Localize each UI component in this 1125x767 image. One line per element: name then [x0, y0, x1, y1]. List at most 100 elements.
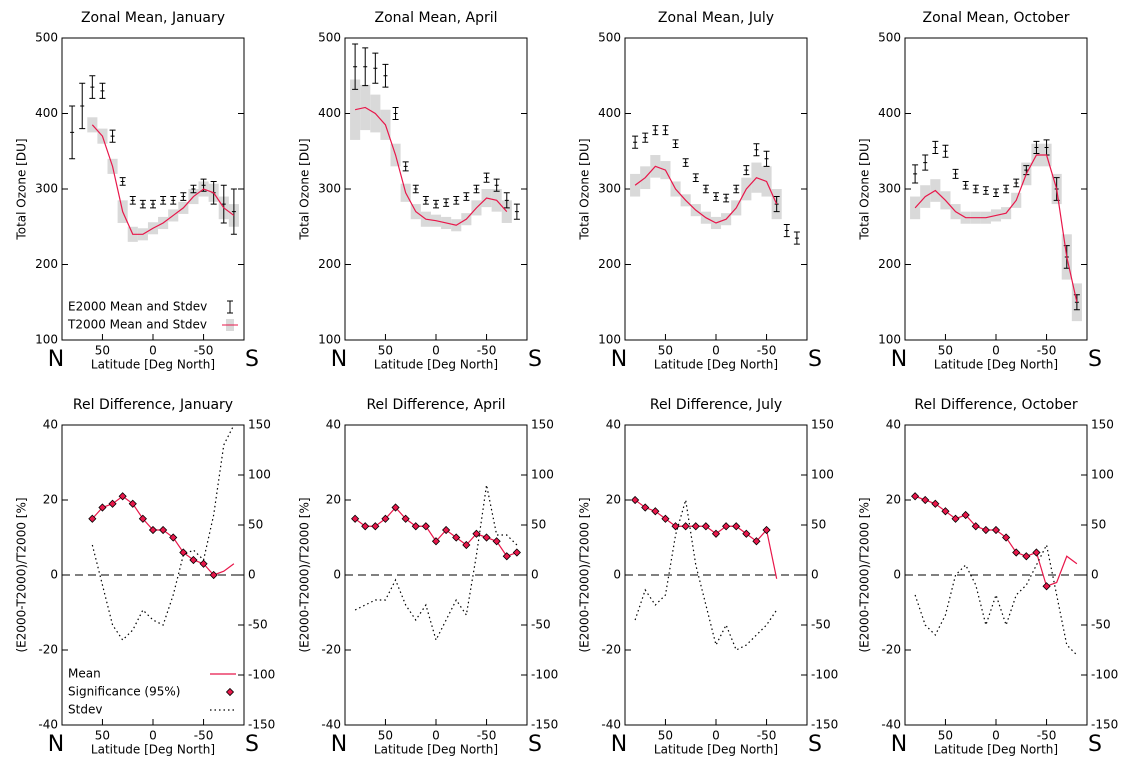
significance-marker	[411, 522, 420, 531]
error-bar	[942, 144, 949, 158]
x-end-label: S	[245, 732, 259, 757]
significance-marker	[462, 540, 471, 550]
significance-marker	[631, 495, 640, 505]
y-tick-label: 500	[878, 31, 901, 45]
y-axis-label: Total Ozone [DU]	[858, 138, 872, 240]
error-bar	[743, 165, 750, 176]
stdev-line	[634, 499, 778, 651]
error-bar	[493, 178, 500, 192]
y-tick-label: 500	[598, 31, 621, 45]
y-tick-label: 0	[333, 568, 341, 582]
x-end-label: S	[245, 347, 259, 372]
x-end-label: S	[528, 732, 542, 757]
error-bar	[190, 184, 197, 194]
error-bar	[89, 75, 96, 99]
x-axis-label: Latitude [Deg North]	[934, 743, 1058, 757]
y-axis-label: (E2000-T2000)/T2000 [%]	[858, 497, 872, 652]
significance-marker	[651, 507, 660, 516]
y-tick-label: 40	[606, 418, 621, 432]
y2-tick-label: -50	[248, 618, 268, 632]
x-tick-label: -50	[1037, 344, 1057, 358]
significance-marker	[361, 522, 370, 531]
x-tick-label: 50	[95, 344, 110, 358]
y-tick-label: 400	[35, 106, 58, 120]
significance-marker	[442, 525, 451, 535]
error-bar	[692, 173, 699, 182]
y-tick-label: 500	[318, 31, 341, 45]
y-tick-label: 0	[50, 568, 58, 582]
y-tick-label: 200	[35, 257, 58, 271]
chart-title: Zonal Mean, July	[658, 10, 774, 26]
error-bar	[713, 192, 719, 201]
error-bar	[932, 140, 939, 155]
significance-marker	[472, 529, 481, 538]
error-bar	[773, 196, 780, 213]
error-bar	[129, 196, 136, 205]
y-tick-label: -20	[601, 643, 621, 657]
significance-marker	[991, 525, 1001, 535]
significance-marker	[961, 510, 970, 520]
error-bar	[170, 196, 177, 205]
stdev-line	[914, 543, 1078, 656]
error-bar	[230, 188, 237, 235]
legend-symbol	[225, 687, 235, 697]
y-tick-label: 300	[878, 182, 901, 196]
y-tick-label: 40	[326, 418, 341, 432]
x-tick-label: 50	[938, 344, 953, 358]
error-bar	[392, 106, 399, 121]
error-bar	[662, 125, 669, 136]
significance-marker	[1012, 548, 1021, 557]
x-end-label: N	[48, 347, 64, 372]
error-bar	[109, 129, 116, 143]
x-end-label: N	[611, 732, 627, 757]
significance-marker	[159, 525, 168, 535]
y-tick-label: -20	[38, 643, 58, 657]
y2-tick-label: 150	[531, 418, 554, 432]
significance-marker	[732, 522, 741, 531]
legend-label: Stdev	[68, 703, 102, 717]
y2-tick-label: -50	[531, 618, 551, 632]
y2-tick-label: -150	[1091, 718, 1118, 732]
x-tick-label: 0	[712, 344, 720, 358]
x-tick-label: -50	[757, 344, 777, 358]
error-bar	[160, 196, 167, 205]
y2-tick-label: 100	[531, 468, 554, 482]
plot-frame	[624, 37, 808, 341]
x-tick-label: 0	[992, 344, 1000, 358]
y2-tick-label: 150	[1091, 418, 1114, 432]
significance-marker	[512, 548, 521, 557]
significance-marker	[722, 522, 731, 531]
y2-tick-label: -150	[531, 718, 558, 732]
error-bar	[1043, 139, 1050, 156]
error-bar	[79, 82, 86, 130]
y-tick-label: 40	[43, 418, 58, 432]
significance-marker	[971, 522, 980, 531]
significance-marker	[98, 503, 107, 512]
significance-marker	[381, 514, 390, 523]
plot-frame	[344, 37, 528, 341]
error-bar	[453, 196, 460, 205]
error-bar	[382, 63, 389, 88]
error-bar	[412, 184, 419, 194]
stdev-band	[87, 117, 98, 133]
error-bar	[672, 139, 679, 148]
error-bar	[1003, 184, 1010, 194]
significance-marker	[941, 507, 950, 516]
error-bar	[783, 223, 790, 238]
error-bar	[1033, 140, 1040, 155]
legend-symbol	[227, 300, 233, 314]
significance-marker	[88, 514, 97, 523]
error-bar	[723, 193, 730, 203]
x-tick-label: 0	[432, 729, 440, 743]
y-tick-label: 300	[35, 182, 58, 196]
x-end-label: S	[528, 347, 542, 372]
significance-marker	[199, 559, 208, 568]
x-end-label: N	[611, 347, 627, 372]
x-tick-label: -50	[194, 729, 214, 743]
y-tick-label: 0	[893, 568, 901, 582]
x-tick-label: -50	[1037, 729, 1057, 743]
y-tick-label: 200	[598, 257, 621, 271]
y2-tick-label: 100	[811, 468, 834, 482]
x-end-label: S	[1088, 347, 1102, 372]
error-bar	[702, 184, 709, 194]
